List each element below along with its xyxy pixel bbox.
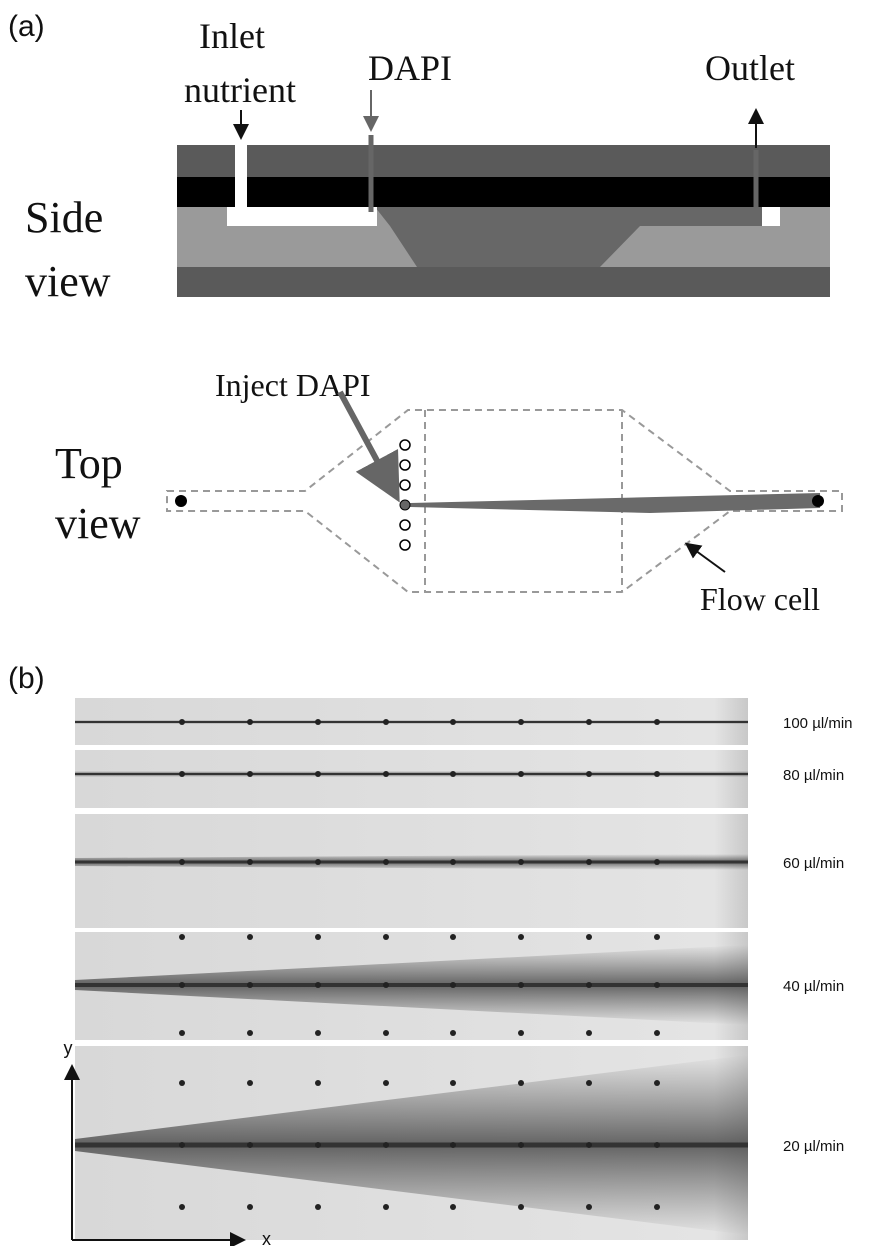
flow-rate-label: 80 µl/min [783, 767, 844, 784]
pillar [383, 1204, 389, 1210]
pillar [654, 1204, 660, 1210]
top-view-label: Top [55, 439, 123, 488]
panel-label: (b) [8, 662, 45, 695]
pillar [383, 1080, 389, 1086]
pillar [518, 934, 524, 940]
pillar [179, 982, 185, 988]
pillar [586, 1142, 592, 1148]
pillar [518, 719, 524, 725]
pillar [179, 771, 185, 777]
pillar [315, 934, 321, 940]
axis-label: y [64, 1038, 73, 1058]
pillar [450, 719, 456, 725]
pillar [586, 934, 592, 940]
pillar [247, 859, 253, 865]
pillar [383, 982, 389, 988]
pillar [247, 1142, 253, 1148]
pillar [450, 1080, 456, 1086]
pillar [654, 719, 660, 725]
pillar [315, 1142, 321, 1148]
pillar [450, 1204, 456, 1210]
pillar [518, 771, 524, 777]
flow-cell-label: Flow cell [700, 581, 820, 617]
pillar [315, 982, 321, 988]
pillar [247, 719, 253, 725]
side-view-label: Side [25, 193, 103, 242]
pillar [247, 1080, 253, 1086]
pillar [383, 859, 389, 865]
pillar [179, 1204, 185, 1210]
pillar [586, 771, 592, 777]
pillar [247, 1030, 253, 1036]
pillar [450, 771, 456, 777]
pillar [586, 1204, 592, 1210]
pillar [518, 1204, 524, 1210]
inlet-label: nutrient [184, 70, 296, 110]
pillar [450, 859, 456, 865]
pillar [383, 934, 389, 940]
pillar [654, 1080, 660, 1086]
pillar [586, 859, 592, 865]
pillar [315, 719, 321, 725]
pillar [518, 982, 524, 988]
axis-label: x [262, 1229, 271, 1246]
pillar [586, 719, 592, 725]
axes [64, 1064, 246, 1246]
top-view-label: view [55, 499, 141, 548]
inlet-label: Inlet [199, 16, 265, 56]
pillar [654, 1142, 660, 1148]
outlet-label: Outlet [705, 48, 795, 88]
flow-images [75, 698, 748, 1240]
pillar [450, 1142, 456, 1148]
top-view-marks [175, 390, 824, 573]
pillar [315, 1030, 321, 1036]
pillar [247, 934, 253, 940]
inject-label: Inject DAPI [215, 367, 371, 403]
flow-rate-label: 20 µl/min [783, 1138, 844, 1155]
pillar [518, 1142, 524, 1148]
pillar [315, 859, 321, 865]
pillar [315, 1204, 321, 1210]
flow-image [75, 814, 748, 928]
pillar [654, 859, 660, 865]
pillar [383, 771, 389, 777]
panel-label: (a) [8, 10, 45, 43]
pillar [518, 1030, 524, 1036]
pillar [518, 859, 524, 865]
pillar [179, 859, 185, 865]
pillar [315, 771, 321, 777]
pillar [247, 771, 253, 777]
pillar [586, 1080, 592, 1086]
dapi-label: DAPI [368, 48, 452, 88]
flow-rate-label: 40 µl/min [783, 978, 844, 995]
pillar [654, 934, 660, 940]
pillar [586, 1030, 592, 1036]
pillar [179, 1030, 185, 1036]
pillar [383, 719, 389, 725]
pillar [450, 982, 456, 988]
pillar [654, 1030, 660, 1036]
pillar [179, 1080, 185, 1086]
pillar [383, 1142, 389, 1148]
flow-rate-label: 100 µl/min [783, 715, 853, 732]
side-view-device [177, 90, 830, 297]
flow-image [75, 750, 748, 808]
pillar [518, 1080, 524, 1086]
side-view-label: view [25, 257, 111, 306]
pillar [179, 719, 185, 725]
pillar [179, 1142, 185, 1148]
flow-rate-label: 60 µl/min [783, 855, 844, 872]
pillar [179, 934, 185, 940]
pillar [654, 771, 660, 777]
pillar [383, 1030, 389, 1036]
pillar [586, 982, 592, 988]
pillar [247, 1204, 253, 1210]
pillar [247, 982, 253, 988]
pillar [315, 1080, 321, 1086]
pillar [450, 1030, 456, 1036]
pillar [654, 982, 660, 988]
pillar [450, 934, 456, 940]
